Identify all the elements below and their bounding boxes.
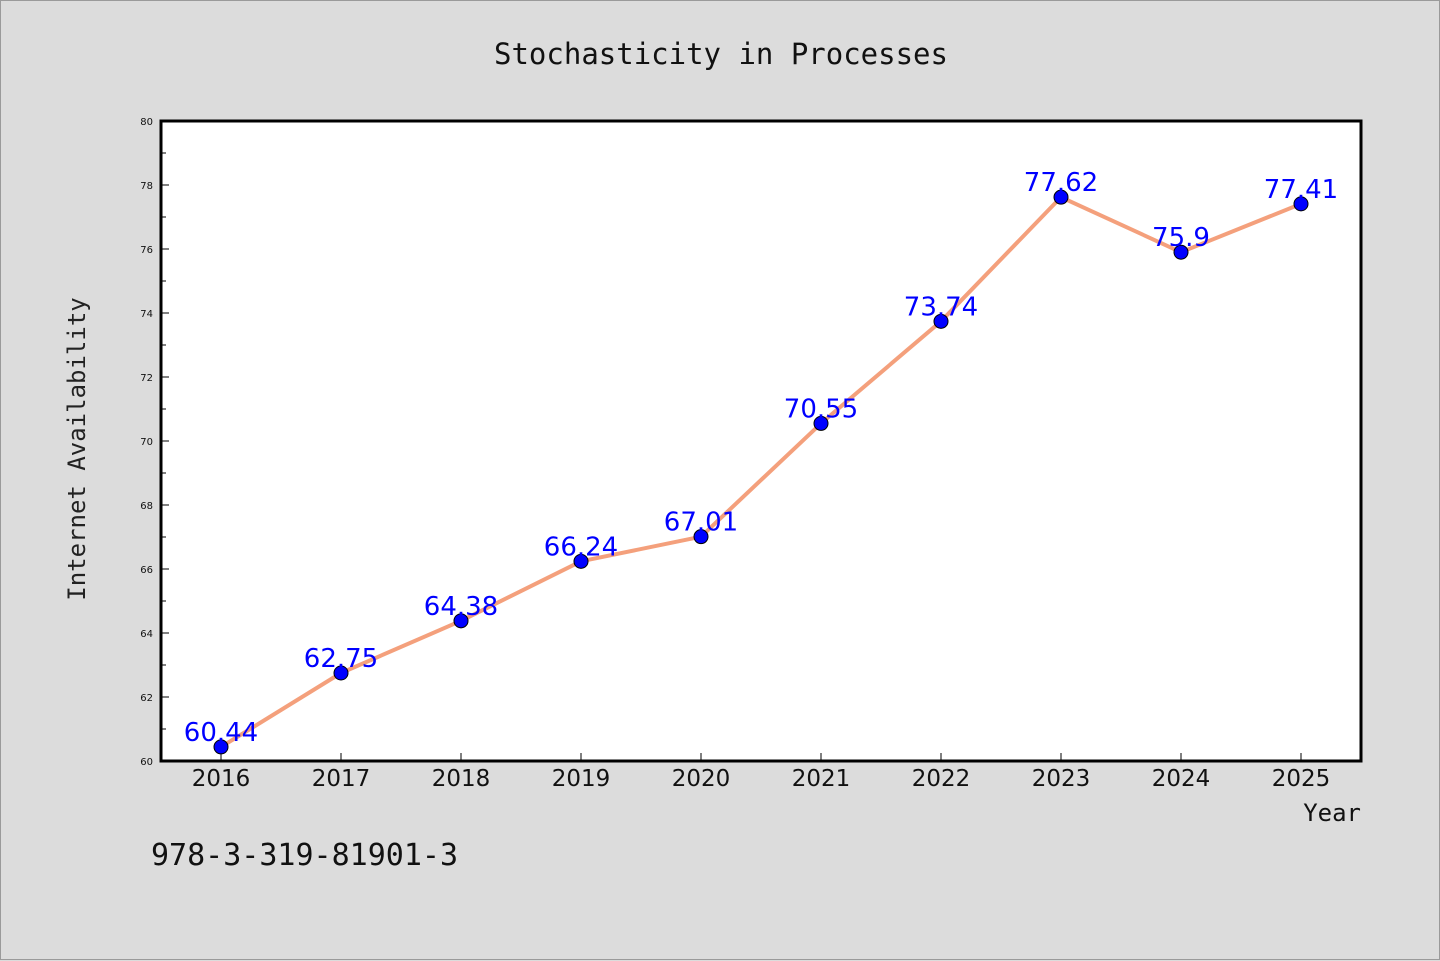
x-tick-label: 2024 — [1152, 766, 1211, 792]
series-line — [219, 195, 1302, 749]
y-tick-label: 66 — [140, 565, 153, 576]
data-point — [333, 665, 349, 681]
x-tick-label: 2018 — [432, 766, 491, 792]
y-tick-label: 78 — [140, 181, 153, 192]
data-point — [1293, 196, 1309, 212]
x-axis-label: Year — [1303, 799, 1361, 827]
data-point — [453, 613, 469, 629]
x-tick-label: 2020 — [672, 766, 731, 792]
y-tick-label: 80 — [140, 117, 153, 128]
chart-title: Stochasticity in Processes — [494, 37, 948, 71]
series-layer: 60.44 62.75 64.38 66.24 67.01 70.55 73.74 77.62… — [184, 168, 1338, 755]
data-label: 70.55 — [784, 394, 858, 424]
data-label: 64.38 — [424, 592, 498, 622]
data-label: 66.24 — [544, 532, 618, 562]
data-label: 67.01 — [664, 508, 738, 538]
x-axis-ticks: 2016 2017 2018 2019 2020 2021 2022 2023 2024 2025 — [192, 753, 1331, 792]
data-point — [1173, 244, 1189, 260]
y-axis-label: Internet Availability — [63, 297, 91, 600]
footer-isbn: 978-3-319-81901-3 — [151, 838, 458, 873]
data-label: 75.9 — [1152, 223, 1210, 253]
y-tick-label: 72 — [140, 373, 153, 384]
plot-frame — [159, 119, 1363, 763]
x-tick-label: 2025 — [1272, 766, 1331, 792]
y-tick-label: 60 — [140, 757, 153, 768]
plot-area — [161, 121, 1361, 761]
data-point — [1053, 189, 1069, 205]
data-point — [933, 313, 949, 329]
x-tick-label: 2016 — [192, 766, 251, 792]
data-label: 77.41 — [1264, 175, 1338, 205]
y-tick-label: 74 — [140, 309, 153, 320]
y-tick-label: 62 — [140, 693, 153, 704]
x-tick-label: 2022 — [912, 766, 971, 792]
data-point — [693, 529, 709, 545]
x-tick-label: 2019 — [552, 766, 611, 792]
x-tick-label: 2017 — [312, 766, 371, 792]
y-tick-label: 70 — [140, 437, 153, 448]
y-tick-label: 68 — [140, 501, 153, 512]
y-tick-label: 76 — [140, 245, 153, 256]
data-label: 73.74 — [904, 292, 978, 322]
data-point — [813, 415, 829, 431]
data-point — [573, 553, 589, 569]
data-label: 60.44 — [184, 718, 258, 748]
x-tick-label: 2021 — [792, 766, 851, 792]
y-tick-label: 64 — [140, 629, 153, 640]
data-label: 77.62 — [1024, 168, 1098, 198]
data-label: 62.75 — [304, 644, 378, 674]
data-point — [213, 739, 229, 755]
x-tick-label: 2023 — [1032, 766, 1091, 792]
